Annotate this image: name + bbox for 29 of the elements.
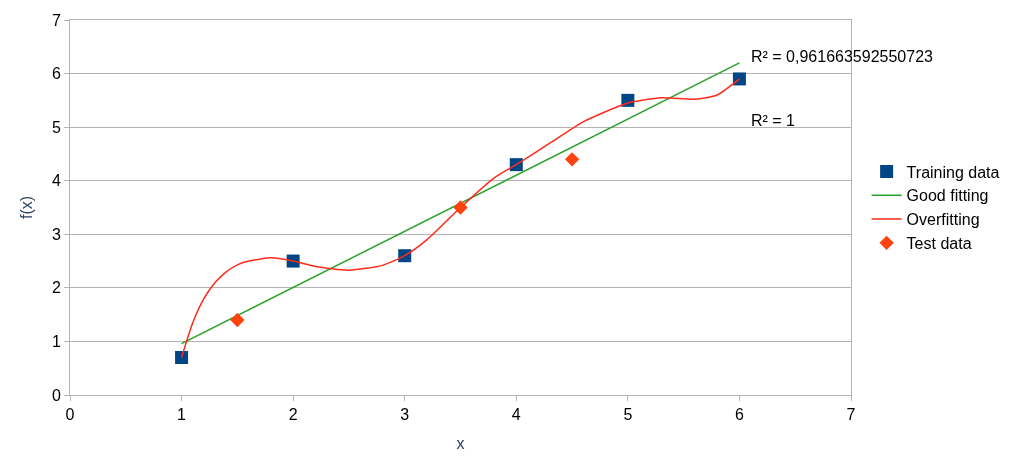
x-tick-label: 1 — [177, 406, 187, 424]
x-axis-title: x — [456, 434, 465, 452]
annotation: R² = 1 — [751, 112, 796, 129]
y-tick-label: 3 — [51, 225, 61, 243]
legend-label: Test data — [906, 235, 972, 253]
legend-label: Good fitting — [906, 187, 989, 205]
point — [564, 152, 580, 167]
legend-label: Training data — [906, 163, 1000, 181]
y-axis-title: f(x) — [17, 195, 35, 220]
x-tick-label: 5 — [623, 406, 633, 424]
x-tick-label: 3 — [400, 406, 410, 424]
y-tick-label: 4 — [51, 172, 61, 190]
x-tick-label: 0 — [65, 406, 75, 424]
y-tick-label: 6 — [51, 65, 61, 83]
y-tick-label: 0 — [51, 386, 61, 404]
x-tick-label: 7 — [846, 406, 856, 424]
point — [453, 200, 468, 215]
x-tick-label: 2 — [288, 406, 298, 424]
x-tick-label: 6 — [734, 406, 744, 424]
x-tick-label: 4 — [511, 406, 521, 424]
y-tick-label: 7 — [51, 11, 61, 29]
y-tick-label: 2 — [51, 279, 61, 297]
point — [230, 312, 245, 328]
point — [175, 351, 189, 364]
y-tick-label: 1 — [51, 333, 61, 351]
legend-label: Overfitting — [906, 211, 980, 229]
y-tick-label: 5 — [51, 118, 61, 136]
point — [732, 72, 746, 86]
annotation: R² = 0,961663592550723 — [751, 48, 934, 65]
